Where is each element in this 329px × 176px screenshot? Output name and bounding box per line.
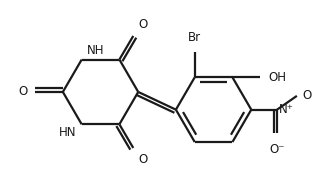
Text: N⁺: N⁺ (279, 103, 294, 116)
Text: O⁻: O⁻ (269, 143, 285, 156)
Text: HN: HN (59, 126, 77, 139)
Text: O: O (138, 153, 147, 166)
Text: Br: Br (188, 31, 201, 44)
Text: O: O (303, 89, 312, 102)
Text: O: O (18, 85, 27, 98)
Text: O: O (138, 18, 147, 31)
Text: NH: NH (87, 44, 104, 57)
Text: OH: OH (268, 71, 286, 84)
